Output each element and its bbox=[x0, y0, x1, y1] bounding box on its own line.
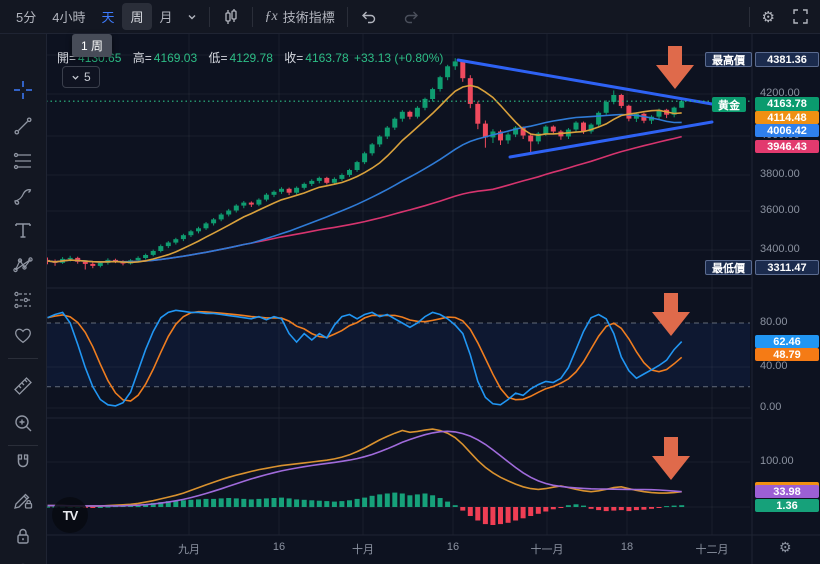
down-arrow-drawing[interactable] bbox=[652, 437, 690, 480]
axis-settings-gear-icon[interactable]: ⚙ bbox=[779, 539, 792, 555]
timeframe-chevron-down-icon[interactable] bbox=[181, 9, 203, 25]
low-label: 低= bbox=[208, 51, 228, 65]
y-axis-tick: 3400.00 bbox=[760, 243, 800, 255]
y-axis-tick: 0.00 bbox=[760, 401, 782, 413]
hide-drawings-icon[interactable] bbox=[12, 560, 34, 564]
macd-signal-line bbox=[47, 430, 682, 507]
xabcd-pattern-icon[interactable] bbox=[12, 254, 34, 276]
fib-retracement-icon[interactable] bbox=[12, 150, 34, 172]
lowest-price-chip: 最低價 bbox=[705, 260, 752, 275]
toolbar-divider bbox=[748, 6, 750, 27]
low-value: 4129.78 bbox=[229, 51, 273, 65]
toolbar-divider bbox=[251, 6, 253, 27]
timeframe-tooltip: 1 周 bbox=[72, 34, 113, 57]
toolbar-divider bbox=[346, 6, 348, 27]
highest-price-chip: 最高價 bbox=[705, 52, 752, 67]
crosshair-icon[interactable] bbox=[12, 79, 34, 101]
chevron-down-icon bbox=[72, 75, 79, 80]
ma-slow-badge: 3946.43 bbox=[755, 140, 819, 153]
candle-style-button[interactable] bbox=[216, 5, 246, 29]
trend-line-drawing[interactable] bbox=[456, 58, 714, 106]
ma-fast-line bbox=[47, 84, 682, 264]
fx-icon: ƒx bbox=[264, 8, 278, 24]
y-axis-tick: 80.00 bbox=[760, 316, 788, 328]
toolbar-divider bbox=[8, 358, 38, 359]
macd-line bbox=[47, 428, 682, 507]
last-price-badge: 4163.78 bbox=[755, 97, 819, 111]
ma-mid-badge: 4006.42 bbox=[755, 124, 819, 137]
high-value: 4169.03 bbox=[153, 51, 198, 65]
down-arrow-drawing[interactable] bbox=[652, 293, 690, 336]
down-arrow-drawing[interactable] bbox=[656, 46, 694, 89]
highest-price-value: 4381.36 bbox=[755, 52, 819, 67]
legend-collapse-button[interactable]: 5 bbox=[62, 66, 100, 88]
trend-line-drawing[interactable] bbox=[508, 120, 714, 159]
draw-lock-icon[interactable] bbox=[12, 489, 34, 511]
ma-mid-line bbox=[47, 113, 682, 263]
y-axis-tick: 40.00 bbox=[760, 360, 788, 372]
lock-all-icon[interactable] bbox=[12, 525, 34, 547]
timeframe-4h-button[interactable]: 4小時 bbox=[52, 10, 86, 25]
toolbar-divider bbox=[8, 445, 38, 446]
timeframe-5m-button[interactable]: 5分 bbox=[16, 10, 37, 25]
toolbar-divider bbox=[208, 6, 210, 27]
y-axis-tick: 4200.00 bbox=[760, 87, 800, 99]
indicators-button-label: 技術指標 bbox=[282, 10, 335, 25]
change-value: +33.13 (+0.80%) bbox=[354, 51, 444, 65]
collapse-count: 5 bbox=[84, 70, 91, 84]
stoch-band bbox=[46, 323, 750, 387]
fullscreen-icon[interactable] bbox=[787, 6, 814, 27]
ohlc-legend: 開= 4130.65 高= 4169.03 低= 4129.78 收= 4163.78 … bbox=[57, 49, 445, 66]
high-label: 高= bbox=[132, 51, 152, 65]
y-axis-tick: 3800.00 bbox=[760, 168, 800, 180]
y-axis-tick: 3600.00 bbox=[760, 204, 800, 216]
candlestick-series[interactable] bbox=[45, 58, 685, 270]
forecast-icon[interactable] bbox=[12, 289, 34, 311]
stoch-k-badge: 62.46 bbox=[755, 335, 819, 348]
x-axis-tick: 十一月 bbox=[530, 544, 564, 556]
x-axis-tick: 18 bbox=[620, 541, 634, 553]
ruler-icon[interactable] bbox=[12, 375, 34, 397]
favorites-heart-icon[interactable] bbox=[12, 324, 34, 346]
x-axis-tick: 九月 bbox=[178, 544, 200, 556]
stoch-k-line bbox=[47, 309, 683, 407]
symbol-chip: 黄金 bbox=[712, 97, 746, 112]
redo-button[interactable] bbox=[397, 6, 426, 27]
macd-hist-badge: 1.36 bbox=[755, 499, 819, 512]
macd-signal-badge: 33.98 bbox=[755, 485, 819, 498]
x-axis-tick: 十二月 bbox=[695, 544, 729, 556]
zoom-in-icon[interactable] bbox=[12, 412, 34, 434]
y-axis-tick: 100.00 bbox=[760, 455, 794, 467]
close-value: 4163.78 bbox=[305, 51, 349, 65]
ma-fast-badge: 4114.48 bbox=[755, 111, 819, 124]
close-label: 收= bbox=[284, 51, 304, 65]
trend-line-icon[interactable] bbox=[12, 115, 34, 137]
open-label: 開= bbox=[57, 51, 77, 65]
undo-button[interactable] bbox=[354, 6, 383, 27]
timeframe-month-button[interactable]: 月 bbox=[159, 10, 173, 25]
drawing-toolbar bbox=[0, 33, 47, 564]
brush-icon[interactable] bbox=[12, 185, 34, 207]
timeframe-day-button[interactable]: 天 bbox=[101, 10, 115, 25]
chart-settings-gear-icon[interactable]: ⚙ bbox=[761, 8, 775, 26]
x-axis-tick: 16 bbox=[446, 541, 460, 553]
lowest-price-value: 3311.47 bbox=[755, 260, 819, 275]
timeframe-week-button[interactable]: 周 bbox=[122, 3, 152, 30]
text-icon[interactable] bbox=[12, 219, 34, 241]
stoch-d-badge: 48.79 bbox=[755, 348, 819, 361]
x-axis-tick: 十月 bbox=[352, 544, 374, 556]
top-toolbar: 5分 4小時 天 周 月 ƒx 技術指標 bbox=[0, 0, 820, 34]
indicators-button[interactable]: ƒx 技術指標 bbox=[259, 4, 341, 29]
macd-histogram bbox=[45, 492, 685, 525]
magnet-icon[interactable] bbox=[12, 452, 34, 474]
stoch-d-line bbox=[47, 310, 683, 402]
x-axis-tick: 16 bbox=[272, 541, 286, 553]
tradingview-logo[interactable]: TV bbox=[52, 497, 88, 533]
